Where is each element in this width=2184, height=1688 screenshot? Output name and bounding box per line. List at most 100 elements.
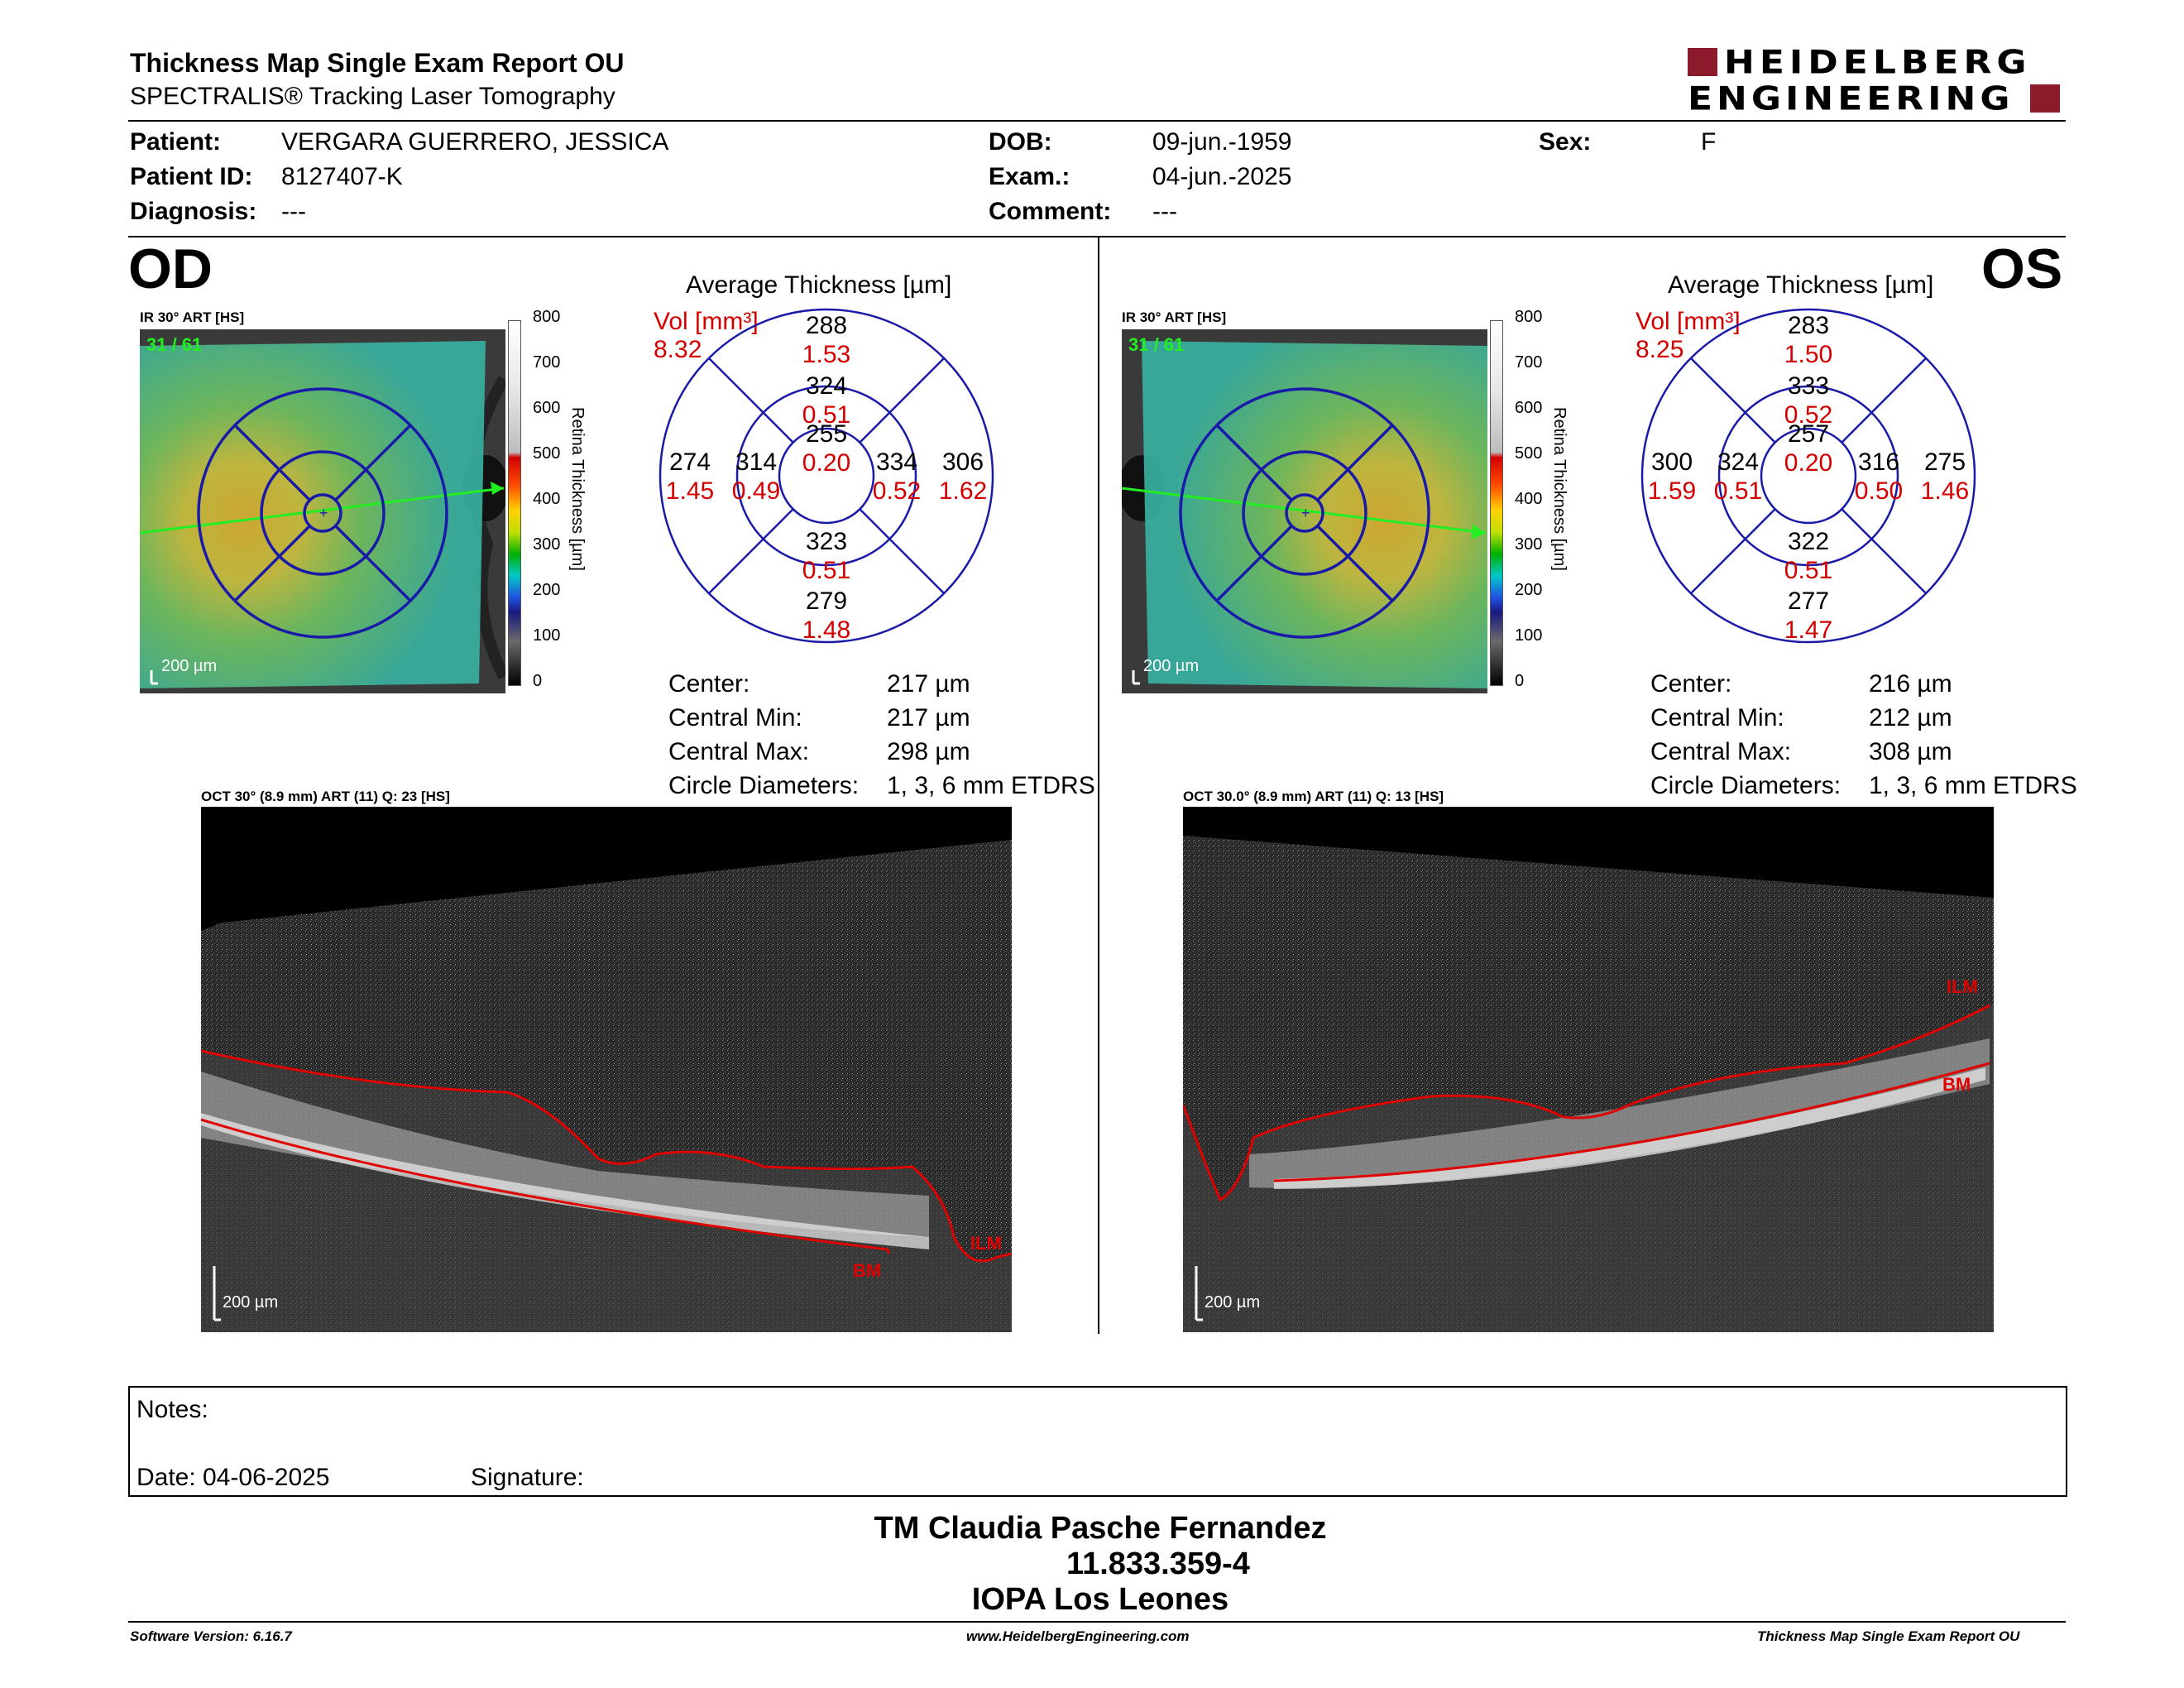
od-inner-superior-volume: 0.51 <box>802 401 851 429</box>
od-inner-left-volume: 0.49 <box>731 477 781 505</box>
notes-date: Date: 04-06-2025 <box>136 1464 330 1491</box>
od-outer-right-thickness: 306 <box>941 448 984 476</box>
od-ilm-label: ILM <box>970 1233 1002 1254</box>
od-cb-tick-800: 800 <box>533 308 561 326</box>
signature-rut: 11.833.359-4 <box>1066 1547 1250 1581</box>
od-cb-tick-100: 100 <box>533 626 561 645</box>
signature-name: TM Claudia Pasche Fernandez <box>874 1511 1327 1546</box>
exam-label: Exam.: <box>989 163 1070 190</box>
os-outer-left-thickness: 300 <box>1650 448 1693 476</box>
footer-website[interactable]: www.HeidelbergEngineering.com <box>966 1628 1190 1644</box>
os-eye-label: OS <box>1981 237 2063 300</box>
od-ir-etdrs-grid <box>197 387 448 639</box>
od-inner-inferior-volume: 0.51 <box>802 557 851 584</box>
od-outer-left-thickness: 274 <box>668 448 711 476</box>
svg-text:+: + <box>319 505 328 521</box>
os-inner-right-volume: 0.50 <box>1854 477 1904 505</box>
os-min-label: Central Min: <box>1650 704 1784 731</box>
os-cb-tick-700: 700 <box>1515 353 1543 372</box>
od-etdrs-values: 255 0.20 324 0.51 323 0.51 314 0.49 334 … <box>657 306 996 645</box>
os-inner-inferior-thickness: 322 <box>1787 528 1830 555</box>
od-min-value: 217 µm <box>887 704 970 731</box>
od-ir-svg: + <box>140 329 505 693</box>
od-etdrs-chart <box>659 308 994 644</box>
comment-value: --- <box>1152 198 1177 225</box>
od-cb-tick-400: 400 <box>533 490 561 508</box>
os-outer-left-volume: 1.59 <box>1647 477 1697 505</box>
od-cb-tick-300: 300 <box>533 535 561 554</box>
os-cb-tick-300: 300 <box>1515 535 1543 554</box>
os-bm-line <box>1273 1062 1990 1182</box>
os-retina-layers <box>1249 1038 1990 1188</box>
od-min-label: Central Min: <box>668 704 802 731</box>
od-outer-superior-thickness: 288 <box>805 312 848 339</box>
os-ir-counter: 31 / 61 <box>1128 334 1185 355</box>
os-max-label: Central Max: <box>1650 738 1792 765</box>
dob-value: 09-jun.-1959 <box>1152 128 1292 156</box>
od-cb-tick-500: 500 <box>533 444 561 463</box>
od-inner-superior-thickness: 324 <box>805 372 848 400</box>
od-inner-inferior-thickness: 323 <box>805 528 848 555</box>
od-inner-right-thickness: 334 <box>875 448 918 476</box>
notes-label: Notes: <box>136 1396 208 1423</box>
os-inner-superior-volume: 0.52 <box>1784 401 1833 429</box>
os-ilm-label: ILM <box>1947 976 1978 997</box>
os-cb-tick-600: 600 <box>1515 399 1543 417</box>
od-outer-left-volume: 1.45 <box>665 477 715 505</box>
od-diam-label: Circle Diameters: <box>668 772 860 799</box>
od-center-value: 217 µm <box>887 670 970 698</box>
od-center-label: Center: <box>668 670 750 698</box>
os-inner-left-thickness: 324 <box>1717 448 1760 476</box>
os-center-label: Center: <box>1650 670 1732 698</box>
os-oct-scan: ILM BM 200 µm <box>1183 807 1994 1332</box>
os-ir-svg: + <box>1122 329 1487 693</box>
os-inner-right-thickness: 316 <box>1857 448 1900 476</box>
os-cb-tick-500: 500 <box>1515 444 1543 463</box>
os-ir-etdrs-grid <box>1179 387 1430 639</box>
os-outer-superior-thickness: 283 <box>1787 312 1830 339</box>
os-max-value: 308 µm <box>1869 738 1952 765</box>
os-ir-label: IR 30° ART [HS] <box>1122 309 1227 325</box>
od-ir-label: IR 30° ART [HS] <box>140 309 245 325</box>
od-oct-scale: 200 µm <box>223 1293 279 1312</box>
od-diam-value: 1, 3, 6 mm ETDRS <box>887 772 1095 799</box>
os-oct-label: OCT 30.0° (8.9 mm) ART (11) Q: 13 [HS] <box>1183 789 1444 804</box>
os-inner-superior-thickness: 333 <box>1787 372 1830 400</box>
os-ir-image: + 31 / 61 200 µm <box>1122 329 1487 693</box>
od-oct-scan: ILM BM 200 µm <box>201 807 1012 1332</box>
report-subtitle: SPECTRALIS® Tracking Laser Tomography <box>130 83 615 110</box>
os-cb-tick-800: 800 <box>1515 308 1543 326</box>
os-bm-label: BM <box>1942 1074 1971 1095</box>
od-outer-inferior-thickness: 279 <box>805 587 848 615</box>
os-outer-right-thickness: 275 <box>1923 448 1966 476</box>
od-bm-line <box>201 1118 891 1254</box>
os-center-thickness: 257 <box>1787 420 1830 448</box>
os-oct-svg <box>1183 807 1994 1332</box>
report-title: Thickness Map Single Exam Report OU <box>130 48 625 78</box>
od-thickness-overlay <box>140 341 486 688</box>
od-colorbar-label: Retina Thickness [µm] <box>568 407 587 571</box>
svg-text:+: + <box>1301 505 1310 521</box>
os-center-value: 216 µm <box>1869 670 1952 698</box>
od-eye-label: OD <box>128 237 213 300</box>
os-min-value: 212 µm <box>1869 704 1952 731</box>
diagnosis-value: --- <box>281 198 306 225</box>
os-outer-inferior-thickness: 277 <box>1787 587 1830 615</box>
heidelberg-logo: HEIDELBERG ENGINEERING <box>1688 44 2068 117</box>
os-cb-tick-0: 0 <box>1515 672 1525 690</box>
od-vol-value: 8.32 <box>654 336 702 363</box>
od-ir-image: + 31 / 61 200 µm <box>140 329 505 693</box>
os-diam-value: 1, 3, 6 mm ETDRS <box>1869 772 2077 799</box>
od-max-value: 298 µm <box>887 738 970 765</box>
patient-id-label: Patient ID: <box>130 163 253 190</box>
os-outer-right-volume: 1.46 <box>1920 477 1970 505</box>
os-inner-inferior-volume: 0.51 <box>1784 557 1833 584</box>
od-ir-scale: 200 µm <box>161 657 218 675</box>
os-ir-scale: 200 µm <box>1143 657 1200 675</box>
od-cb-tick-600: 600 <box>533 399 561 417</box>
os-diam-label: Circle Diameters: <box>1650 772 1842 799</box>
od-max-label: Central Max: <box>668 738 810 765</box>
center-divider <box>1098 237 1099 1334</box>
od-outer-superior-volume: 1.53 <box>802 341 851 368</box>
sex-label: Sex: <box>1539 128 1592 156</box>
